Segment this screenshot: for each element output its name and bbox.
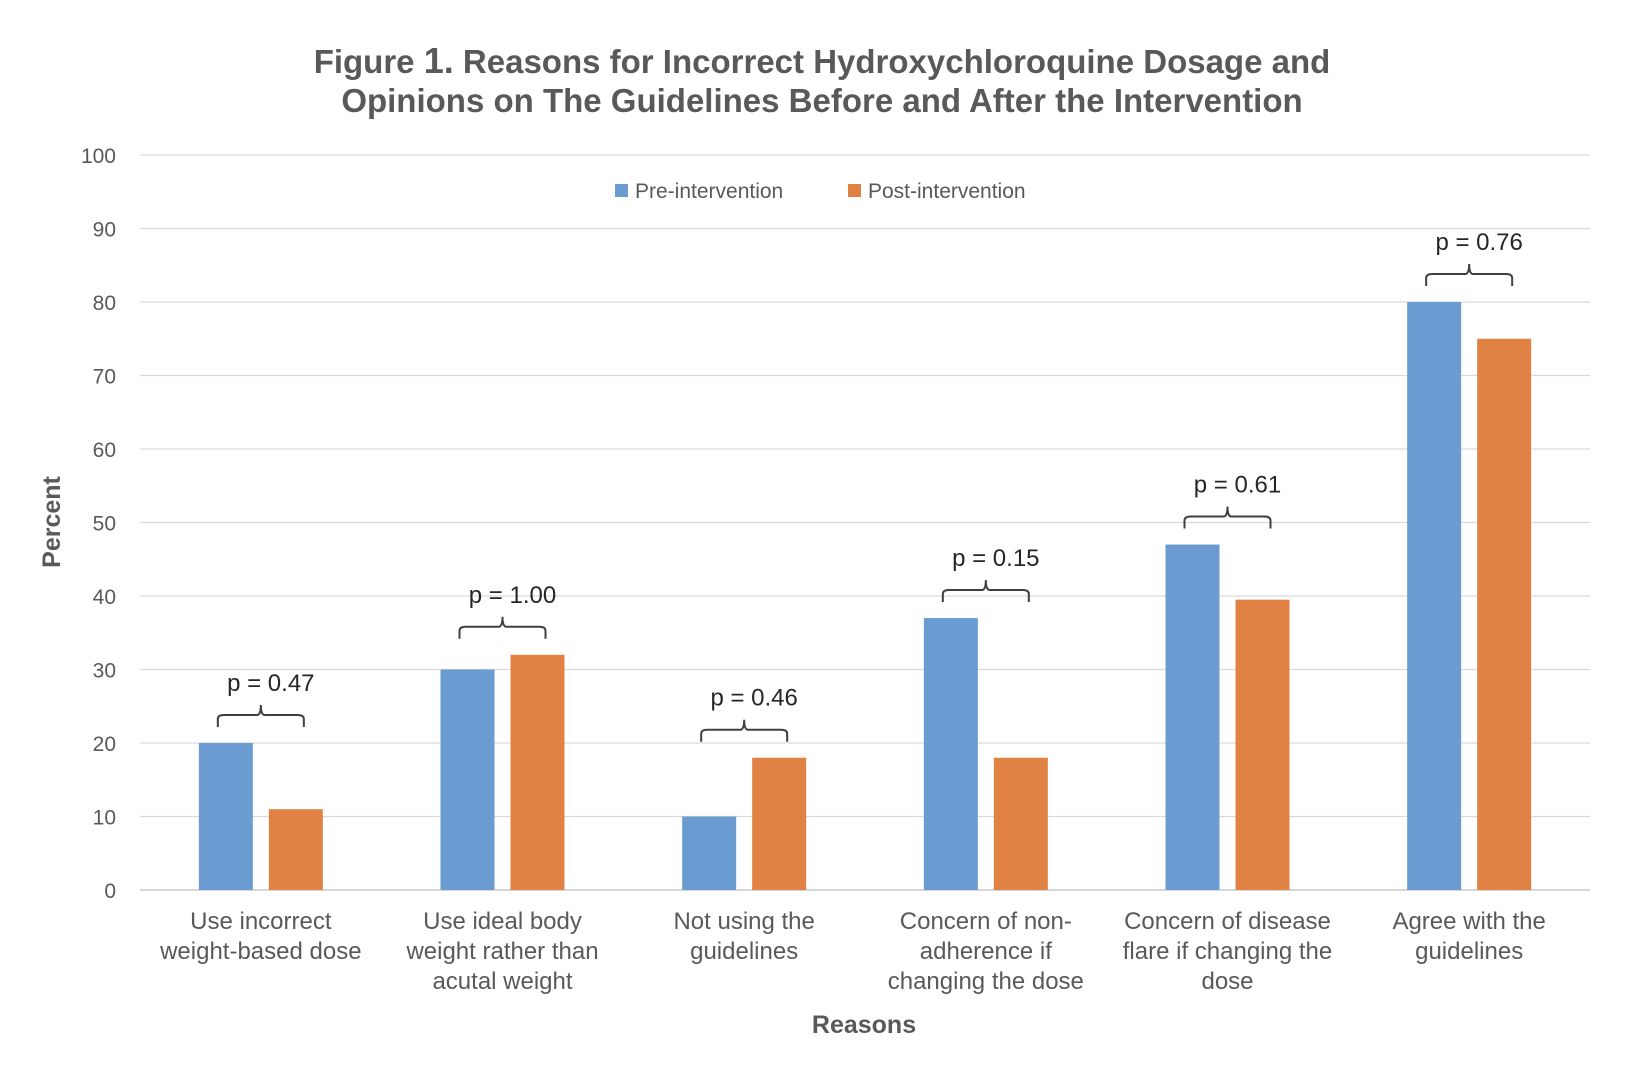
bar-pre <box>1407 302 1462 890</box>
gridlines <box>140 154 1590 891</box>
p-value-bracket <box>216 704 305 727</box>
bar-post <box>510 654 565 890</box>
p-value-label: p = 1.00 <box>469 582 556 609</box>
y-tick-label: 20 <box>93 733 116 756</box>
bar-post <box>268 809 323 890</box>
bar-pre <box>1165 544 1220 890</box>
y-tick-label: 40 <box>93 586 116 609</box>
bar-post <box>1235 599 1290 890</box>
y-tick-label: 60 <box>93 439 116 462</box>
legend-label: Pre-intervention <box>635 180 783 203</box>
legend-label: Post-intervention <box>868 180 1026 203</box>
p-value-label: p = 0.15 <box>952 545 1039 572</box>
category-label-line: Use ideal body <box>423 908 582 935</box>
p-value-bracket <box>458 616 547 639</box>
category-label-line: Concern of disease <box>1124 908 1331 935</box>
p-value-label: p = 0.46 <box>710 685 797 712</box>
x-axis-title: Reasons <box>812 1011 916 1039</box>
bar-post <box>752 757 807 890</box>
y-tick-label: 10 <box>93 807 116 830</box>
bar-pre <box>440 669 495 890</box>
category-label: Use incorrect weight-based dose <box>159 908 361 965</box>
category-label: Use ideal body weight rather than acutal w… <box>405 908 598 995</box>
category-labels: Use incorrect weight-based dose Use ideal … <box>159 908 1546 995</box>
category-label-line: Concern of non- <box>900 908 1072 935</box>
legend-swatch <box>848 184 861 197</box>
legend-swatch <box>615 184 628 197</box>
p-value-bracket <box>1425 263 1514 286</box>
y-tick-label: 30 <box>93 660 116 683</box>
p-value-bracket <box>700 719 789 742</box>
category-label: Concern of non-adherence if changing the … <box>888 908 1084 995</box>
legend: Pre-intervention Post-intervention <box>615 180 1026 203</box>
category-label-line: dose <box>1201 968 1253 995</box>
category-label-line: Not using the <box>673 908 814 935</box>
category-label-line: Use incorrect <box>190 908 332 935</box>
y-tick-label: 0 <box>104 880 116 903</box>
y-tick-label: 50 <box>93 513 116 536</box>
p-value-label: p = 0.61 <box>1194 472 1281 499</box>
p-value-label: p = 0.76 <box>1435 229 1522 256</box>
category-label: Concern of disease flare if changing the d… <box>1123 908 1332 995</box>
title-line1-rest: Reasons for Incorrect Hydroxychloroquine… <box>453 43 1331 80</box>
category-label-line: Agree with the <box>1392 908 1545 935</box>
chart-title-line-2: Opinions on The Guidelines Before and Af… <box>341 82 1303 119</box>
annotations: p = 0.47 p = 1.00 p = 0.46 p = 0.15 p = 0.61… <box>216 229 1523 742</box>
p-value-bracket <box>1183 506 1272 529</box>
category-label-line: adherence if <box>920 938 1052 965</box>
category-label: Not using the guidelines <box>673 908 814 965</box>
y-tick-label: 90 <box>93 219 116 242</box>
bar-post <box>1477 338 1532 890</box>
category-label-line: guidelines <box>690 938 798 965</box>
chart-title-line-1: Figure 1. Reasons for Incorrect Hydroxyc… <box>0 40 1644 82</box>
category-label: Agree with the guidelines <box>1392 908 1545 965</box>
category-label-line: weight rather than <box>405 938 598 965</box>
bar-pre <box>682 816 737 890</box>
y-axis-title: Percent <box>38 475 66 567</box>
p-value-label: p = 0.47 <box>227 670 314 697</box>
y-tick-label: 100 <box>81 145 116 168</box>
bar-post <box>993 757 1048 890</box>
bars <box>198 302 1532 890</box>
category-label-line: guidelines <box>1415 938 1523 965</box>
bar-pre <box>198 743 253 890</box>
bar-pre <box>923 618 978 890</box>
p-value-bracket <box>941 580 1030 603</box>
y-tick-label: 80 <box>93 292 116 315</box>
category-label-line: flare if changing the <box>1123 938 1332 965</box>
category-label-line: acutal weight <box>432 968 572 995</box>
title-figure-number: 1. <box>423 40 454 81</box>
tick-labels: 0 10 20 30 40 50 60 70 80 90 100 <box>81 145 116 903</box>
y-tick-label: 70 <box>93 366 116 389</box>
title-prefix: Figure <box>313 43 424 80</box>
category-label-line: weight-based dose <box>159 938 361 965</box>
category-label-line: changing the dose <box>888 968 1084 995</box>
